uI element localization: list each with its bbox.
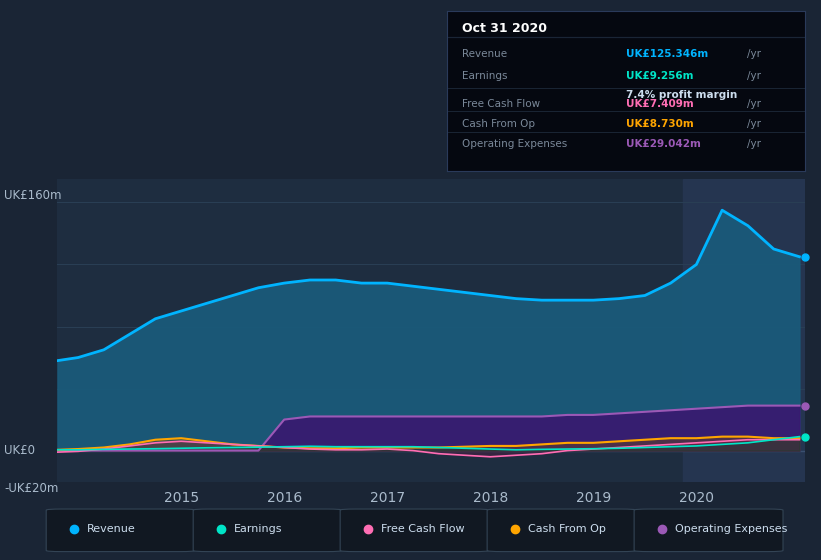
Text: Free Cash Flow: Free Cash Flow [461, 99, 540, 109]
Text: Oct 31 2020: Oct 31 2020 [461, 22, 547, 35]
Bar [683, 179, 805, 482]
Text: /yr: /yr [747, 139, 761, 150]
FancyBboxPatch shape [46, 509, 195, 552]
Text: UK£29.042m: UK£29.042m [626, 139, 701, 150]
Text: Revenue: Revenue [461, 49, 507, 59]
Text: Earnings: Earnings [461, 71, 507, 81]
Text: Revenue: Revenue [87, 524, 135, 534]
Text: 7.4% profit margin: 7.4% profit margin [626, 90, 737, 100]
Text: UK£160m: UK£160m [4, 189, 62, 203]
FancyBboxPatch shape [487, 509, 636, 552]
Text: Earnings: Earnings [234, 524, 282, 534]
Text: Cash From Op: Cash From Op [461, 119, 534, 129]
Text: -UK£20m: -UK£20m [4, 482, 58, 494]
Text: /yr: /yr [747, 99, 761, 109]
Text: /yr: /yr [747, 119, 761, 129]
Text: Free Cash Flow: Free Cash Flow [381, 524, 464, 534]
Text: Cash From Op: Cash From Op [528, 524, 605, 534]
Text: /yr: /yr [747, 71, 761, 81]
Text: UK£7.409m: UK£7.409m [626, 99, 694, 109]
FancyBboxPatch shape [634, 509, 783, 552]
Text: UK£9.256m: UK£9.256m [626, 71, 694, 81]
Text: UK£0: UK£0 [4, 444, 35, 457]
Text: UK£8.730m: UK£8.730m [626, 119, 694, 129]
Text: Operating Expenses: Operating Expenses [675, 524, 787, 534]
FancyBboxPatch shape [340, 509, 489, 552]
Text: Operating Expenses: Operating Expenses [461, 139, 567, 150]
Text: UK£125.346m: UK£125.346m [626, 49, 709, 59]
FancyBboxPatch shape [193, 509, 342, 552]
Text: /yr: /yr [747, 49, 761, 59]
